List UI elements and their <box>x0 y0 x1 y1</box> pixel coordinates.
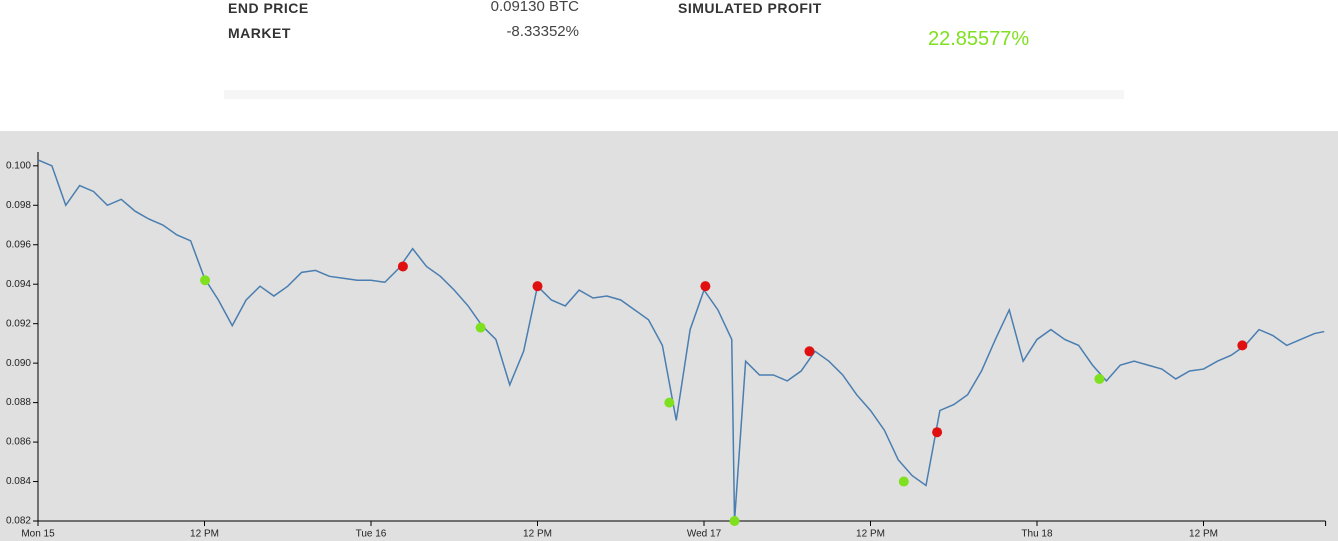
trade-marker <box>1094 373 1105 384</box>
trade-marker <box>664 397 675 408</box>
trade-marker <box>898 476 909 487</box>
y-tick-label: 0.098 <box>6 200 31 211</box>
divider-bar <box>224 90 1124 99</box>
chart-background <box>0 131 1338 541</box>
x-tick-label: 12 PM <box>190 529 219 540</box>
chart: 0.082 0.084 0.086 0.088 0.090 0.092 0.094 0.096… <box>0 131 1338 541</box>
market-value: -8.33352% <box>506 23 579 40</box>
y-tick-label: 0.082 <box>6 516 31 527</box>
x-tick-label: Mon 15 <box>21 529 55 540</box>
trade-marker <box>200 275 211 286</box>
trade-marker <box>932 427 943 438</box>
trade-marker <box>804 346 815 357</box>
market-label: MARKET <box>228 25 291 41</box>
profit-value: 22.85577% <box>928 28 1030 50</box>
x-tick-label: Wed 17 <box>687 529 722 540</box>
end-price-value: 0.09130 BTC <box>490 0 579 15</box>
price-line <box>37 159 1325 522</box>
y-tick-label: 0.086 <box>6 437 31 448</box>
profit-label: SIMULATED PROFIT <box>678 0 822 16</box>
x-tick-label: 12 PM <box>1189 529 1218 540</box>
trade-marker <box>397 261 408 272</box>
y-tick-label: 0.094 <box>6 279 31 290</box>
y-tick-label: 0.088 <box>6 397 31 408</box>
trade-marker <box>475 322 486 333</box>
trade-marker <box>532 281 543 292</box>
y-tick-label: 0.096 <box>6 239 31 250</box>
trade-marker <box>1237 340 1248 351</box>
trade-marker <box>729 516 740 526</box>
x-tick-label: 12 PM <box>856 529 885 540</box>
y-tick-label: 0.092 <box>6 318 31 329</box>
x-tick-label: Tue 16 <box>356 529 387 540</box>
y-tick-label: 0.084 <box>6 476 31 487</box>
y-tick-label: 0.100 <box>6 160 31 171</box>
x-tick-label: Thu 18 <box>1021 529 1053 540</box>
x-tick-label: 12 PM <box>523 529 552 540</box>
y-tick-label: 0.090 <box>6 358 31 369</box>
end-price-label: END PRICE <box>228 0 309 16</box>
trade-marker <box>700 281 711 292</box>
